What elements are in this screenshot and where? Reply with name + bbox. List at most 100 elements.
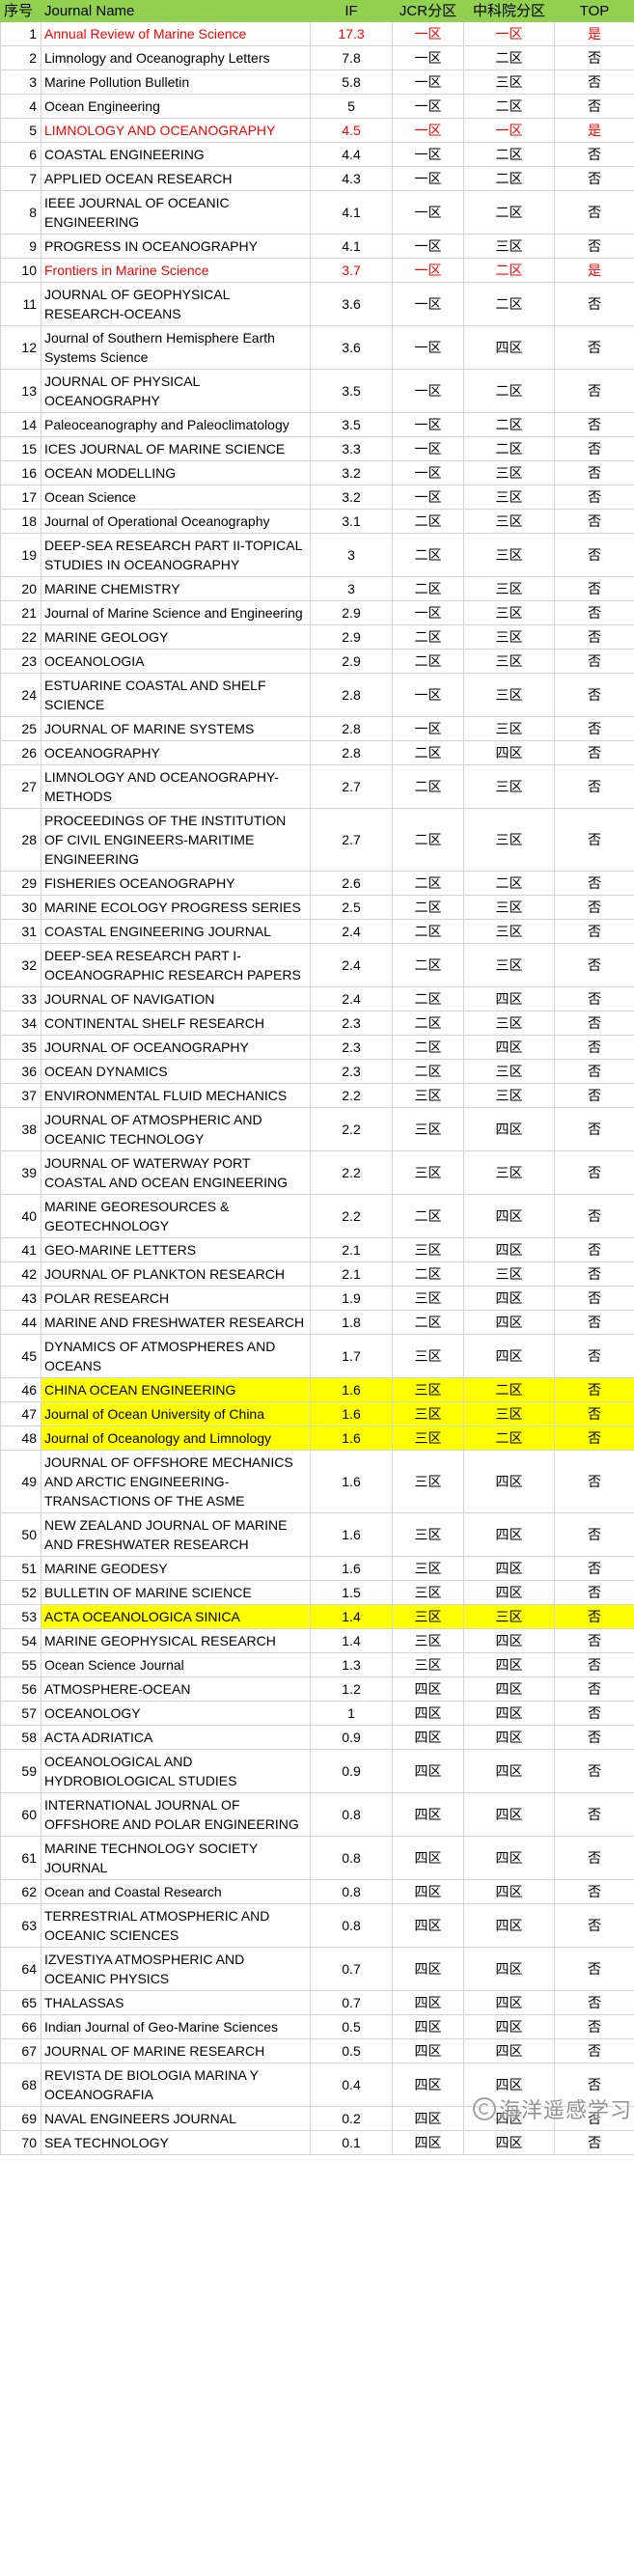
cell-journal-name: OCEANOGRAPHY [41,740,311,765]
cell-top: 否 [554,1836,634,1880]
cell-index: 9 [0,234,41,259]
cell-cas-quartile: 三区 [463,234,555,259]
table-row: 2 Limnology and Oceanography Letters 7.8 一区… [0,45,634,70]
cell-top: 否 [554,1377,634,1402]
cell-index: 67 [0,2038,41,2064]
cell-index: 2 [0,45,41,70]
table-row: 70 SEA TECHNOLOGY 0.1 四区 四区否 [0,2130,634,2155]
cell-cas-quartile: 四区 [463,1725,555,1750]
cell-if: 2.4 [310,943,393,987]
cell-jcr-quartile: 三区 [392,1401,464,1426]
cell-index: 63 [0,1903,41,1948]
cell-cas-quartile: 三区 [463,764,555,809]
cell-journal-name: MARINE TECHNOLOGY SOCIETY JOURNAL [41,1836,311,1880]
table-row: 45 DYNAMICS OF ATMOSPHERES AND OCEANS 1.7 三… [0,1334,634,1378]
cell-index: 62 [0,1879,41,1904]
cell-jcr-quartile: 二区 [392,1261,464,1287]
cell-cas-quartile: 三区 [463,600,555,625]
cell-journal-name: Ocean and Coastal Research [41,1879,311,1904]
table-row: 12 Journal of Southern Hemisphere Earth S… [0,325,634,370]
cell-if: 2.2 [310,1083,393,1108]
cell-top: 否 [554,943,634,987]
cell-cas-quartile: 四区 [463,2038,555,2064]
cell-top: 否 [554,1879,634,1904]
cell-index: 55 [0,1652,41,1677]
cell-if: 3.5 [310,412,393,437]
cell-journal-name: THALASSAS [41,1990,311,2015]
cell-cas-quartile: 四区 [463,740,555,765]
cell-jcr-quartile: 二区 [392,649,464,674]
cell-top: 否 [554,600,634,625]
cell-cas-quartile: 四区 [463,1652,555,1677]
cell-if: 0.2 [310,2106,393,2131]
cell-top: 否 [554,1426,634,1451]
table-row: 14 Paleoceanography and Paleoclimatology 3… [0,412,634,437]
cell-jcr-quartile: 一区 [392,325,464,370]
cell-top: 否 [554,740,634,765]
cell-index: 47 [0,1401,41,1426]
table-row: 34 CONTINENTAL SHELF RESEARCH 2.3 二区 三区否 [0,1011,634,1036]
cell-if: 2.9 [310,600,393,625]
cell-cas-quartile: 二区 [463,871,555,896]
cell-if: 4.5 [310,118,393,143]
header-cell-if: IF [310,0,393,22]
cell-jcr-quartile: 一区 [392,69,464,95]
table-row: 69 NAVAL ENGINEERS JOURNAL 0.2 四区 四区否 [0,2106,634,2131]
cell-cas-quartile: 三区 [463,1011,555,1036]
table-row: 21 Journal of Marine Science and Engineer… [0,600,634,625]
cell-cas-quartile: 三区 [463,919,555,944]
cell-jcr-quartile: 四区 [392,1879,464,1904]
cell-cas-quartile: 二区 [463,190,555,235]
cell-cas-quartile: 四区 [463,1749,555,1793]
cell-if: 5.8 [310,69,393,95]
cell-journal-name: NAVAL ENGINEERS JOURNAL [41,2106,311,2131]
table-row: 57 OCEANOLOGY 1 四区 四区否 [0,1701,634,1726]
cell-journal-name: ENVIRONMENTAL FLUID MECHANICS [41,1083,311,1108]
cell-top: 否 [554,1011,634,1036]
cell-if: 0.9 [310,1749,393,1793]
cell-journal-name: Ocean Engineering [41,94,311,119]
cell-if: 1.3 [310,1652,393,1677]
table-row: 60 INTERNATIONAL JOURNAL OF OFFSHORE AND … [0,1792,634,1837]
cell-journal-name: Annual Review of Marine Science [41,21,311,46]
cell-journal-name: ACTA OCEANOLOGICA SINICA [41,1604,311,1629]
cell-index: 32 [0,943,41,987]
cell-index: 43 [0,1286,41,1311]
cell-if: 0.1 [310,2130,393,2155]
cell-cas-quartile: 四区 [463,1556,555,1581]
cell-jcr-quartile: 二区 [392,986,464,1011]
cell-top: 否 [554,412,634,437]
cell-journal-name: ICES JOURNAL OF MARINE SCIENCE [41,436,311,461]
cell-journal-name: MARINE GEOPHYSICAL RESEARCH [41,1628,311,1653]
cell-journal-name: INTERNATIONAL JOURNAL OF OFFSHORE AND PO… [41,1792,311,1837]
cell-cas-quartile: 三区 [463,649,555,674]
cell-top: 否 [554,1749,634,1793]
cell-if: 0.4 [310,2063,393,2107]
cell-index: 17 [0,485,41,510]
cell-if: 3.6 [310,325,393,370]
cell-top: 否 [554,1990,634,2015]
cell-jcr-quartile: 三区 [392,1512,464,1557]
cell-top: 否 [554,871,634,896]
cell-top: 否 [554,1237,634,1262]
cell-cas-quartile: 四区 [463,1903,555,1948]
cell-jcr-quartile: 四区 [392,1903,464,1948]
cell-index: 20 [0,576,41,601]
cell-top: 否 [554,1450,634,1513]
cell-if: 2.1 [310,1261,393,1287]
cell-jcr-quartile: 二区 [392,1194,464,1238]
table-row: 1 Annual Review of Marine Science 17.3 一区 一区… [0,21,634,46]
cell-top: 否 [554,94,634,119]
cell-top: 否 [554,1604,634,1629]
cell-jcr-quartile: 三区 [392,1334,464,1378]
cell-cas-quartile: 三区 [463,576,555,601]
cell-top: 否 [554,369,634,413]
table-row: 15 ICES JOURNAL OF MARINE SCIENCE 3.3 一区 二区否 [0,436,634,461]
cell-cas-quartile: 二区 [463,412,555,437]
table-row: 65 THALASSAS 0.7 四区 四区否 [0,1990,634,2015]
cell-index: 65 [0,1990,41,2015]
cell-index: 13 [0,369,41,413]
cell-top: 否 [554,1059,634,1084]
cell-if: 0.8 [310,1836,393,1880]
cell-cas-quartile: 四区 [463,1512,555,1557]
